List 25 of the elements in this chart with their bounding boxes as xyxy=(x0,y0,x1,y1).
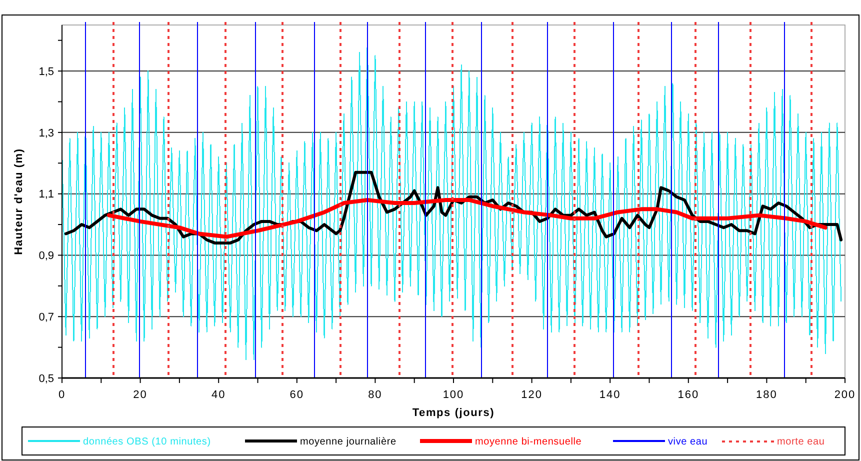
y-tick-label: 0,9 xyxy=(38,250,54,262)
x-tick-label: 160 xyxy=(678,389,700,401)
ref-line-label: vive eau xyxy=(668,436,708,448)
x-tick-label: 200 xyxy=(834,389,856,401)
x-tick-label: 40 xyxy=(211,389,226,401)
x-axis-title: Temps (jours) xyxy=(412,407,495,419)
y-tick-label: 1,1 xyxy=(38,188,54,201)
x-tick-label: 60 xyxy=(290,389,304,401)
x-tick-label: 100 xyxy=(442,389,464,401)
x-tick-label: 180 xyxy=(756,389,778,401)
text: moyenne bi-mensuelle xyxy=(475,436,582,448)
x-tick-label: 120 xyxy=(521,389,542,401)
ref-line-label: morte eau xyxy=(777,436,825,448)
y-tick-label: 0,7 xyxy=(38,311,54,324)
y-axis-title: Hauteur d'eau (m) xyxy=(13,148,25,255)
x-tick-label: 140 xyxy=(599,389,621,401)
y-tick-label: 0,5 xyxy=(38,372,54,385)
x-tick-label: 80 xyxy=(368,389,382,401)
text: données OBS (10 minutes) xyxy=(83,436,211,448)
x-tick-label: 20 xyxy=(133,389,148,401)
y-tick-label: 1,5 xyxy=(38,66,54,78)
x-tick-label: 0 xyxy=(58,389,66,401)
text: moyenne journalière xyxy=(300,436,396,448)
line-series xyxy=(106,198,828,239)
y-tick-label: 1,3 xyxy=(38,127,54,140)
